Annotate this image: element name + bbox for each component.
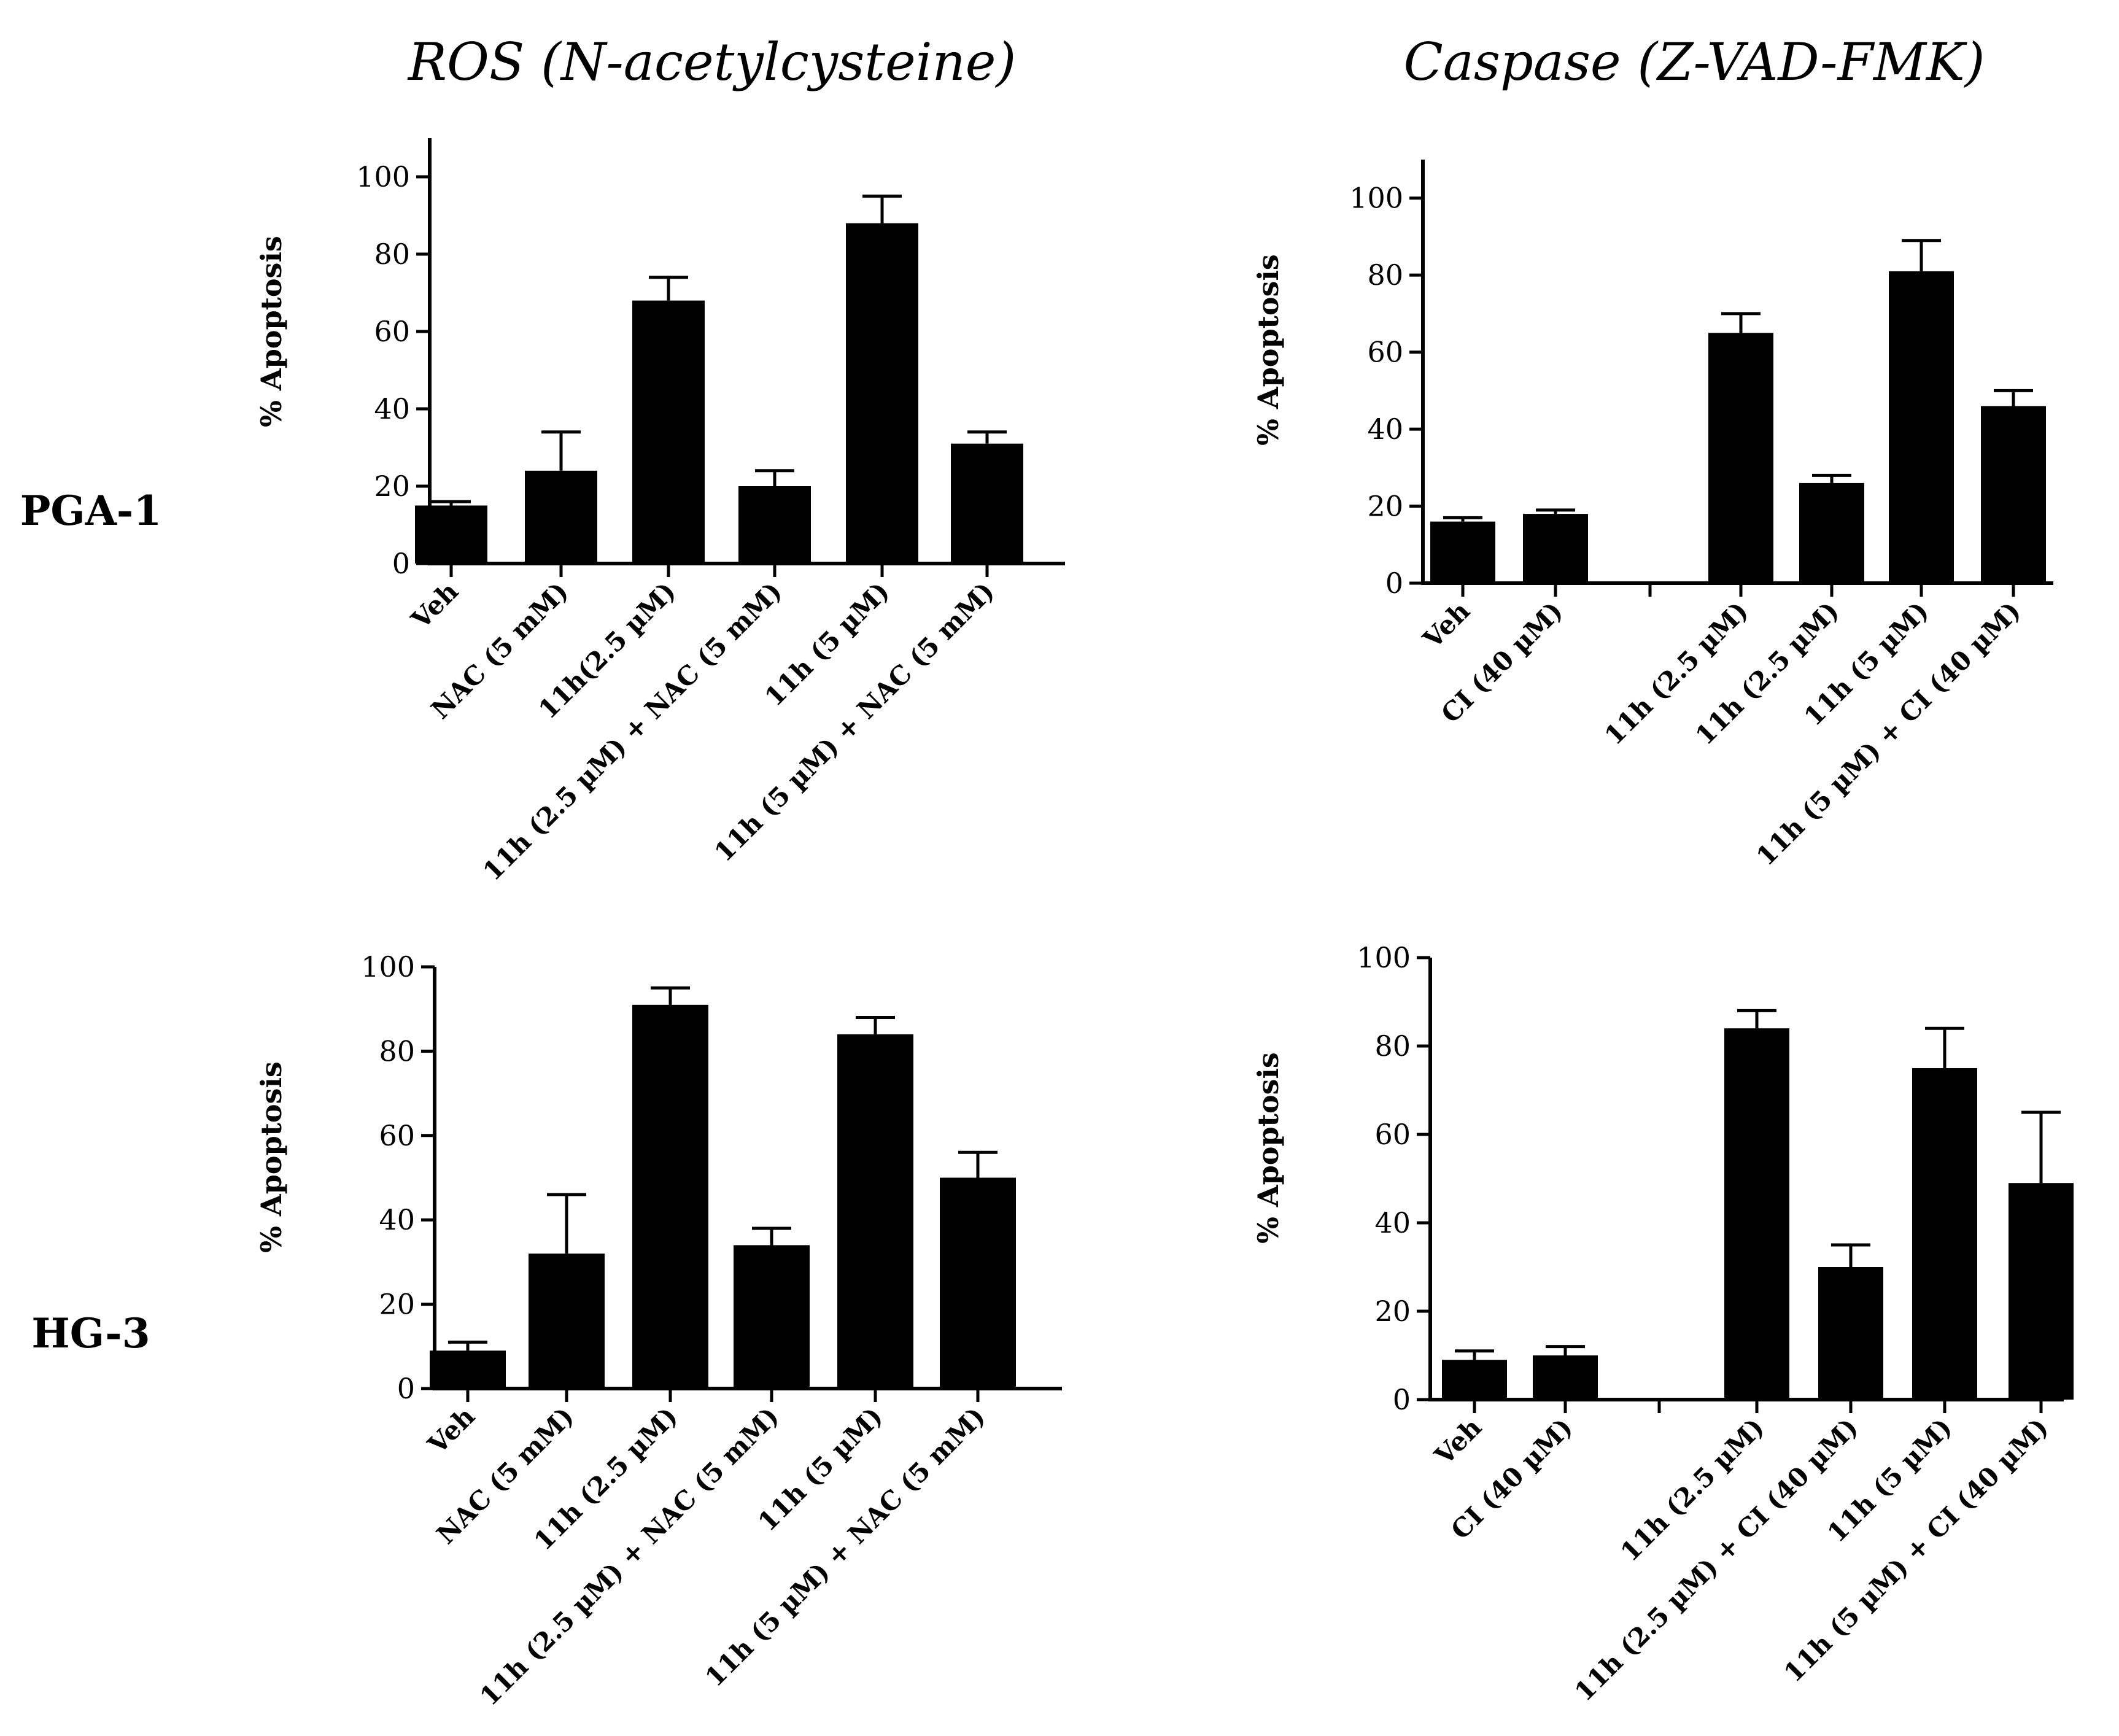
bar: [1430, 521, 1495, 583]
bar: [1889, 271, 1954, 583]
bar: [430, 1350, 506, 1389]
y-tick-label: 80: [374, 238, 410, 271]
y-tick-label: 0: [1393, 1383, 1411, 1416]
bar: [415, 505, 487, 564]
bar: [2009, 1183, 2074, 1400]
y-tick-label: 20: [1374, 1295, 1411, 1328]
y-tick-label: 40: [1374, 1206, 1411, 1239]
row-label-pga1: PGA-1: [20, 487, 162, 535]
x-tick-label: Veh: [1417, 595, 1476, 654]
column-title-ros: ROS (N-acetylcysteine): [407, 32, 1016, 92]
y-axis-label: % Apoptosis: [1252, 1052, 1285, 1244]
y-tick-label: 40: [374, 392, 410, 425]
y-tick-label: 80: [1367, 258, 1403, 292]
y-tick-label: 100: [1349, 182, 1403, 215]
bar: [940, 1177, 1016, 1389]
row-label-hg3: HG-3: [31, 1309, 150, 1357]
y-axis-label: % Apoptosis: [255, 236, 288, 427]
bar: [1981, 406, 2046, 583]
y-tick-label: 100: [356, 160, 410, 193]
y-tick-label: 60: [379, 1119, 415, 1152]
bar: [1533, 1355, 1598, 1400]
y-tick-label: 80: [1374, 1029, 1411, 1063]
x-tick-label: Veh: [1428, 1412, 1487, 1471]
y-tick-label: 0: [1385, 567, 1403, 600]
y-axis-label: % Apoptosis: [1252, 254, 1285, 446]
bar: [1724, 1028, 1789, 1400]
y-tick-label: 100: [361, 950, 415, 983]
bar: [529, 1254, 605, 1389]
y-axis-label: % Apoptosis: [255, 1061, 288, 1253]
bar: [632, 300, 705, 564]
x-tick-label: Veh: [405, 576, 464, 635]
y-tick-label: 40: [1367, 413, 1403, 446]
y-tick-label: 20: [1367, 490, 1403, 523]
y-tick-label: 40: [379, 1203, 415, 1236]
column-title-caspase: Caspase (Z-VAD-FMK): [1404, 32, 1985, 92]
y-tick-label: 20: [379, 1288, 415, 1321]
bar: [1818, 1267, 1883, 1400]
bar: [1708, 333, 1773, 583]
y-tick-label: 100: [1357, 941, 1411, 974]
bar: [632, 1004, 708, 1389]
y-tick-label: 60: [1367, 336, 1403, 369]
bar: [1442, 1360, 1507, 1400]
bar: [951, 443, 1023, 564]
bar: [525, 470, 597, 564]
bar: [1523, 514, 1588, 583]
bar: [1799, 482, 1864, 583]
bar: [738, 486, 811, 564]
y-tick-label: 60: [1374, 1118, 1411, 1151]
bar: [1912, 1068, 1977, 1400]
y-tick-label: 0: [397, 1372, 415, 1405]
bar: [837, 1034, 913, 1389]
y-tick-label: 60: [374, 315, 410, 348]
y-tick-label: 0: [392, 547, 410, 580]
x-tick-label: Veh: [422, 1401, 481, 1460]
y-tick-label: 20: [374, 470, 410, 503]
bar: [846, 223, 918, 564]
y-tick-label: 80: [379, 1034, 415, 1068]
bar: [734, 1245, 810, 1389]
